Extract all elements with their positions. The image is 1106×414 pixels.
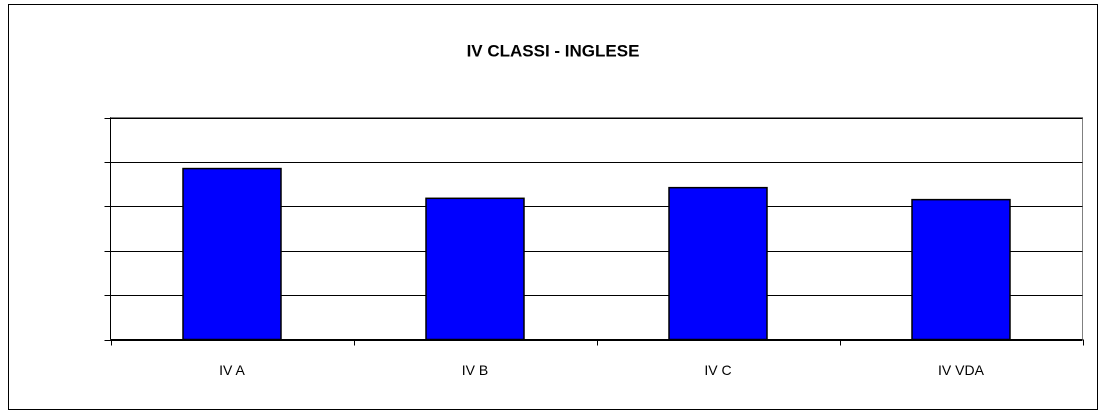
x-tick-label: IV A [219,362,245,378]
bar [668,186,768,341]
x-tick-label: IV VDA [938,362,985,378]
bar [182,167,282,341]
bar [425,197,525,341]
x-tick-label: IV C [704,362,731,378]
chart-title: IV CLASSI - INGLESE [467,41,640,60]
bar [911,198,1011,341]
x-tick-label: IV B [462,362,488,378]
